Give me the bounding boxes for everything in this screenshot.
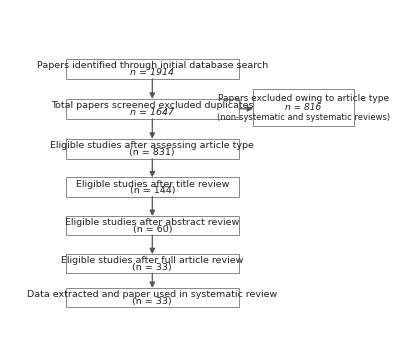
Text: (non-systematic and systematic reviews): (non-systematic and systematic reviews) bbox=[217, 112, 390, 121]
Text: (n = 33): (n = 33) bbox=[132, 297, 172, 306]
FancyBboxPatch shape bbox=[66, 254, 239, 273]
Text: n = 816: n = 816 bbox=[285, 103, 322, 112]
FancyBboxPatch shape bbox=[66, 216, 239, 235]
FancyBboxPatch shape bbox=[66, 99, 239, 119]
Text: Eligible studies after abstract review: Eligible studies after abstract review bbox=[65, 218, 240, 227]
Text: (n = 60): (n = 60) bbox=[132, 225, 172, 234]
Text: Eligible studies after title review: Eligible studies after title review bbox=[76, 180, 229, 189]
Text: n = 1914: n = 1914 bbox=[130, 68, 174, 77]
Text: Eligible studies after assessing article type: Eligible studies after assessing article… bbox=[50, 141, 254, 150]
Text: Total papers screened excluded duplicates: Total papers screened excluded duplicate… bbox=[51, 101, 254, 110]
Text: n = 1647: n = 1647 bbox=[130, 108, 174, 117]
FancyBboxPatch shape bbox=[66, 288, 239, 307]
FancyBboxPatch shape bbox=[66, 177, 239, 197]
Text: Papers excluded owing to article type: Papers excluded owing to article type bbox=[218, 94, 389, 103]
Text: Eligible studies after full article review: Eligible studies after full article revi… bbox=[61, 256, 244, 265]
Text: Papers identified through initial database search: Papers identified through initial databa… bbox=[37, 61, 268, 70]
FancyBboxPatch shape bbox=[66, 59, 239, 79]
FancyBboxPatch shape bbox=[253, 90, 354, 126]
Text: (n = 144): (n = 144) bbox=[130, 186, 175, 195]
Text: Data extracted and paper used in systematic review: Data extracted and paper used in systema… bbox=[27, 290, 278, 299]
FancyBboxPatch shape bbox=[66, 139, 239, 159]
Text: (n = 33): (n = 33) bbox=[132, 263, 172, 272]
Text: (n = 831): (n = 831) bbox=[130, 148, 175, 157]
